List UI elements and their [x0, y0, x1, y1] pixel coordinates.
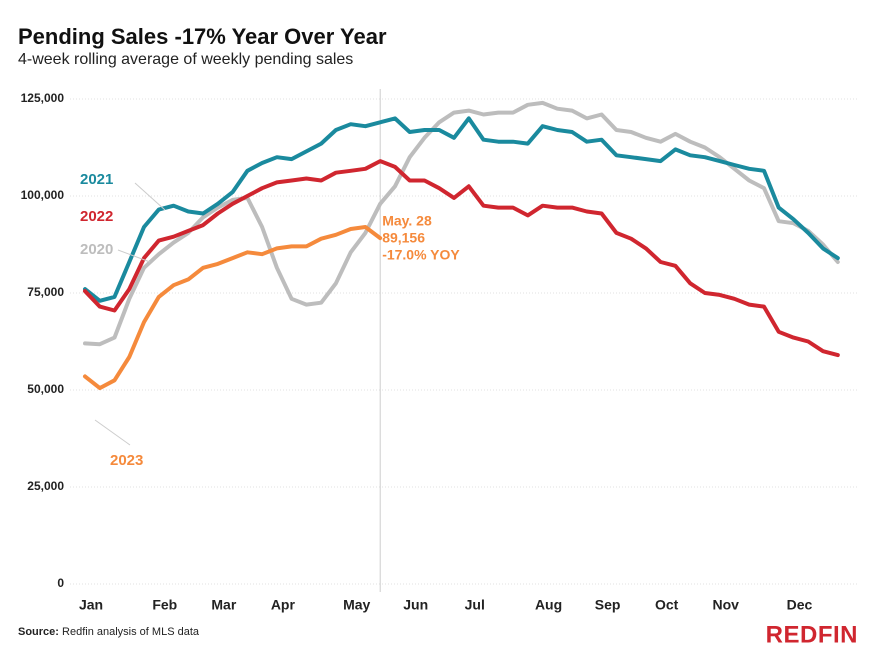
y-tick-label: 100,000 [21, 188, 65, 202]
annotation: May. 28 [382, 213, 432, 229]
y-tick-label: 50,000 [27, 382, 64, 396]
x-tick-label: Apr [271, 597, 296, 613]
source-text: Redfin analysis of MLS data [62, 626, 200, 638]
x-tick-label: Nov [712, 597, 739, 613]
chart-title: Pending Sales -17% Year Over Year [18, 24, 387, 49]
x-tick-label: Sep [595, 597, 621, 613]
series-label: 2023 [110, 452, 143, 469]
y-tick-label: 0 [57, 576, 64, 590]
y-tick-label: 125,000 [21, 91, 65, 105]
series-label: 2020 [80, 241, 113, 258]
x-tick-label: Oct [655, 597, 679, 613]
source: Source: Redfin analysis of MLS data [18, 626, 200, 638]
y-tick-label: 25,000 [27, 479, 64, 493]
series-line [83, 116, 840, 303]
logo: REDFIN [766, 621, 858, 648]
x-tick-label: Feb [152, 597, 177, 613]
x-tick-label: Dec [787, 597, 813, 613]
series-label: 2021 [80, 171, 113, 188]
annotation: 89,156 [382, 230, 425, 246]
x-tick-label: May [343, 597, 370, 613]
leader-line [134, 182, 166, 211]
series-line [83, 159, 840, 358]
series-line [83, 100, 840, 347]
leader-line [94, 419, 131, 446]
x-tick-label: Jan [79, 597, 103, 613]
annotation: -17.0% YOY [382, 247, 460, 263]
leader-line [117, 249, 151, 263]
series-label: 2022 [80, 208, 113, 225]
x-tick-label: Jun [403, 597, 428, 613]
x-tick-label: Aug [535, 597, 562, 613]
x-tick-label: Jul [465, 597, 485, 613]
series-line [83, 225, 383, 391]
y-tick-label: 75,000 [27, 285, 64, 299]
x-tick-label: Mar [211, 597, 236, 613]
source-label: Source: [18, 626, 59, 638]
chart-subtitle: 4-week rolling average of weekly pending… [18, 51, 353, 68]
